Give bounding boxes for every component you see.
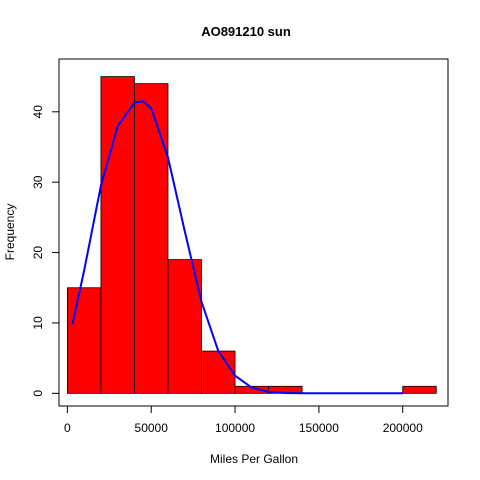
y-tick-label: 20 (31, 246, 45, 260)
histogram-bar (100, 76, 135, 394)
x-tick-label: 200000 (383, 421, 423, 435)
y-axis-label: Frequency (3, 204, 17, 261)
y-tick-label: 40 (31, 105, 45, 119)
histogram-bar (134, 83, 169, 394)
x-tick-label: 50000 (135, 421, 169, 435)
x-axis: 0 50000 100000 150000 200000 (64, 405, 423, 435)
x-tick-label: 150000 (299, 421, 339, 435)
x-tick-label: 0 (64, 421, 71, 435)
histogram-bar (402, 385, 437, 394)
density-curve-layer (71, 100, 403, 395)
chart-title: AO891210 sun (201, 24, 291, 39)
y-tick-label: 0 (31, 390, 45, 397)
histogram-bar (201, 350, 236, 394)
histogram-bar (66, 287, 102, 394)
y-axis: 0 10 20 30 40 (31, 105, 60, 397)
density-curve (71, 100, 403, 395)
x-tick-label: 100000 (215, 421, 255, 435)
x-axis-label: Miles Per Gallon (210, 452, 298, 466)
y-tick-label: 10 (31, 316, 45, 330)
y-tick-label: 30 (31, 175, 45, 189)
